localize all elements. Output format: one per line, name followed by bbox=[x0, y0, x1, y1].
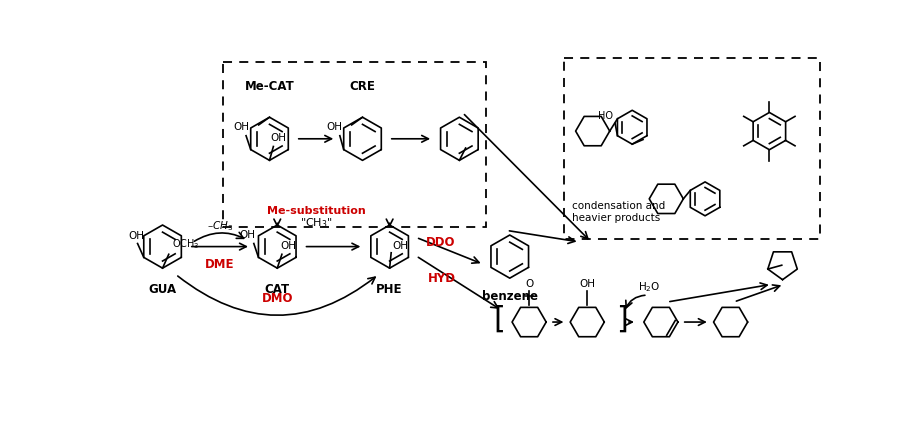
Bar bbox=[564, 59, 820, 239]
Text: benzene: benzene bbox=[482, 289, 538, 302]
Text: CRE: CRE bbox=[350, 81, 376, 93]
Text: OH: OH bbox=[271, 132, 287, 143]
Text: DMO: DMO bbox=[261, 291, 293, 304]
Text: OH: OH bbox=[240, 229, 256, 239]
Text: condensation and: condensation and bbox=[572, 201, 665, 211]
Text: OCH$_3$: OCH$_3$ bbox=[172, 236, 200, 250]
Text: OH: OH bbox=[128, 231, 144, 241]
Text: –CH$_3$: –CH$_3$ bbox=[207, 219, 233, 233]
Text: [: [ bbox=[494, 304, 506, 333]
Text: DDO: DDO bbox=[426, 235, 455, 248]
Text: HYD: HYD bbox=[428, 271, 455, 284]
Text: CAT: CAT bbox=[265, 282, 289, 295]
Text: heavier products: heavier products bbox=[572, 213, 660, 222]
Text: OH: OH bbox=[393, 240, 409, 250]
Text: OH: OH bbox=[280, 240, 296, 250]
Text: "CH$_3$": "CH$_3$" bbox=[300, 216, 333, 229]
Text: Me-substitution: Me-substitution bbox=[267, 206, 365, 216]
Text: OH: OH bbox=[326, 122, 343, 132]
Text: HO: HO bbox=[598, 111, 613, 121]
Text: GUA: GUA bbox=[148, 282, 177, 295]
Bar bbox=[223, 63, 486, 228]
Text: Me-CAT: Me-CAT bbox=[245, 81, 294, 93]
Text: PHE: PHE bbox=[376, 282, 403, 295]
Text: O: O bbox=[525, 279, 533, 288]
Text: DME: DME bbox=[205, 257, 234, 271]
Text: OH: OH bbox=[579, 279, 595, 288]
Text: ]: ] bbox=[616, 304, 628, 333]
Text: OH: OH bbox=[234, 122, 249, 132]
Text: H$_2$O: H$_2$O bbox=[638, 279, 660, 293]
